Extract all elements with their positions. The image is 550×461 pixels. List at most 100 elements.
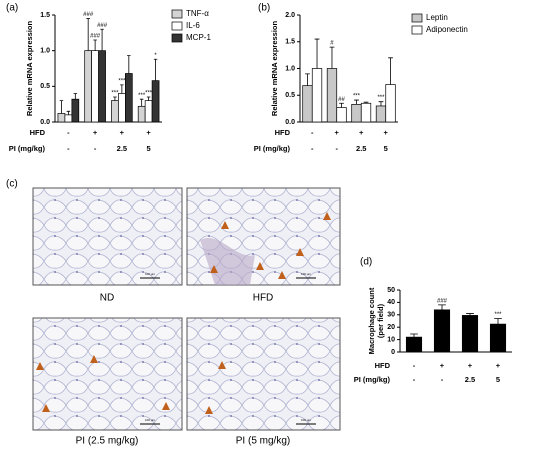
y-tick-label: 0.5 (285, 92, 295, 99)
row-value: + (93, 128, 98, 137)
bar (84, 50, 92, 123)
bar (311, 68, 323, 123)
row-label: PI (mg/kg) (9, 144, 46, 153)
legend-label: Adiponectin (426, 25, 468, 34)
tissue-region (200, 237, 255, 285)
significance: *** (118, 78, 126, 84)
error-bar (314, 38, 320, 69)
row-label: HFD (375, 361, 391, 370)
significance: ## (338, 97, 345, 103)
bar (57, 113, 66, 123)
panel-label: (a) (6, 3, 18, 14)
error-bar (388, 57, 393, 85)
legend-swatch (411, 25, 423, 35)
row-value: + (440, 361, 445, 370)
error-bar (100, 28, 104, 51)
scale-label: 100 μm (301, 418, 312, 422)
row-label: HFD (30, 128, 46, 137)
error-bar (66, 110, 71, 115)
error-bar (305, 73, 310, 86)
row-value: 2.5 (465, 375, 475, 384)
y-axis-label: Macrophage count (367, 287, 376, 354)
legend-swatch (411, 13, 423, 23)
bar (489, 323, 507, 353)
y-tick-label: 10 (387, 336, 395, 343)
row-value: + (359, 128, 364, 137)
bar (137, 105, 146, 123)
significance: *** (111, 91, 119, 97)
error-bar (139, 98, 144, 107)
legend-swatch (171, 33, 183, 43)
error-bar (363, 101, 369, 104)
y-tick-label: 1.0 (285, 65, 295, 72)
panel-label: (d) (360, 257, 372, 268)
y-tick-label: 30 (387, 312, 395, 319)
row-value: 5 (496, 375, 500, 384)
bar (111, 100, 119, 123)
caption: ND (100, 293, 114, 304)
legend-label: IL-6 (186, 21, 200, 30)
bar (385, 84, 396, 123)
error-bar (73, 93, 78, 100)
row-value: - (441, 375, 444, 384)
error-bar (93, 39, 97, 51)
y-tick-label: 0.0 (40, 119, 50, 126)
error-bar (59, 100, 64, 114)
y-tick-label: 1.0 (40, 48, 50, 55)
error-bar (86, 18, 90, 51)
y-tick-label: 1.5 (40, 12, 50, 19)
bar (91, 50, 99, 123)
y-tick-label: 2.0 (285, 12, 295, 19)
bar (125, 73, 133, 123)
bar (98, 50, 106, 123)
caption: PI (5 mg/kg) (236, 436, 290, 447)
error-bar (339, 102, 344, 108)
significance: *** (353, 94, 361, 100)
scale-label: 100 μm (145, 418, 156, 422)
bar (375, 105, 387, 123)
error-bar (113, 96, 117, 101)
arrowheads (36, 212, 331, 414)
bar (351, 103, 362, 123)
y-axis-label: Relative mRNA expression (25, 21, 34, 117)
bar (336, 107, 347, 123)
bar (405, 336, 423, 353)
error-bar (127, 55, 131, 74)
y-tick-label: 0.0 (285, 119, 295, 126)
significance: *** (145, 91, 153, 97)
caption: HFD (253, 293, 274, 304)
y-tick-label: 50 (387, 287, 395, 294)
row-value: + (120, 128, 125, 137)
legend-swatch (171, 21, 183, 31)
row-value: 5 (384, 144, 388, 153)
significance: *** (377, 95, 385, 101)
row-value: - (67, 128, 70, 137)
bar (461, 315, 479, 353)
error-bar (438, 304, 446, 310)
row-value: + (468, 361, 473, 370)
row-label: PI (mg/kg) (354, 375, 391, 384)
row-value: + (146, 128, 151, 137)
row-value: - (311, 144, 314, 153)
bar (326, 68, 338, 123)
row-value: - (336, 144, 339, 153)
row-value: - (311, 128, 314, 137)
significance: ### (83, 12, 94, 18)
significance: ### (97, 23, 108, 29)
panel-label: (c) (6, 179, 18, 190)
bar (71, 98, 80, 123)
error-bar (146, 96, 151, 101)
row-value: 5 (147, 144, 151, 153)
y-tick-label: 20 (387, 324, 395, 331)
y-axis-label: (per field) (376, 303, 385, 338)
row-value: - (413, 375, 416, 384)
error-bar (153, 58, 158, 81)
significance: ### (90, 34, 101, 40)
row-label: HFD (275, 128, 291, 137)
y-tick-label: 1.5 (285, 39, 295, 46)
micrograph (186, 317, 341, 431)
error-bar (494, 318, 502, 325)
error-bar (410, 333, 418, 338)
error-bar (378, 101, 384, 106)
